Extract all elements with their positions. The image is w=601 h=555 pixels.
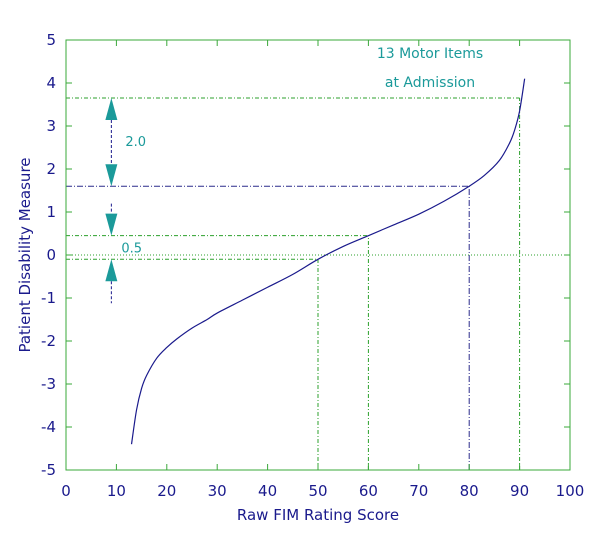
interval-0: 2.0: [105, 98, 146, 187]
y-tick-label-2: 2: [46, 160, 56, 178]
series-line: [130, 78, 526, 445]
x-tick-label-100: 100: [556, 482, 585, 500]
intervals: 2.0 0.5: [105, 98, 146, 304]
x-tick-label-90: 90: [510, 482, 529, 500]
x-tick-label-70: 70: [409, 482, 428, 500]
y-tick-label-0: 0: [46, 246, 56, 264]
y-tick-label-1: 1: [46, 203, 56, 221]
y-axis-title: Patient Disability Measure: [16, 157, 34, 352]
x-tick-label-10: 10: [107, 482, 126, 500]
arrow-down-head: [105, 164, 118, 187]
arrow-up-head: [105, 259, 118, 282]
annotation-line-2: at Admission: [385, 75, 475, 91]
y-tick-label-4: 4: [46, 74, 56, 92]
axis-ticks: [65, 39, 571, 471]
arrow-down-head: [105, 213, 118, 236]
x-tick-label-60: 60: [359, 482, 378, 500]
annotation-line-1: 13 Motor Items: [377, 46, 483, 62]
reference-lines: [66, 97, 570, 470]
y-tick-label-5: 5: [46, 31, 56, 49]
y-tick-label-3: 3: [46, 117, 56, 135]
interval-1: 0.5: [105, 203, 142, 304]
y-tick-label--2: -2: [41, 332, 56, 350]
x-tick-label-80: 80: [460, 482, 479, 500]
y-tick-label--3: -3: [41, 375, 56, 393]
arrow-up-head: [105, 98, 118, 121]
y-tick-label--5: -5: [41, 461, 56, 479]
x-tick-label-0: 0: [61, 482, 71, 500]
y-tick-label--1: -1: [41, 289, 56, 307]
interval-label: 2.0: [125, 135, 146, 150]
x-tick-label-20: 20: [157, 482, 176, 500]
x-tick-label-50: 50: [308, 482, 327, 500]
x-tick-label-40: 40: [258, 482, 277, 500]
interval-label: 0.5: [121, 241, 142, 256]
x-axis-title: Raw FIM Rating Score: [237, 506, 399, 524]
series-curve: [130, 78, 526, 445]
x-tick-label-30: 30: [208, 482, 227, 500]
y-tick-label--4: -4: [41, 418, 56, 436]
